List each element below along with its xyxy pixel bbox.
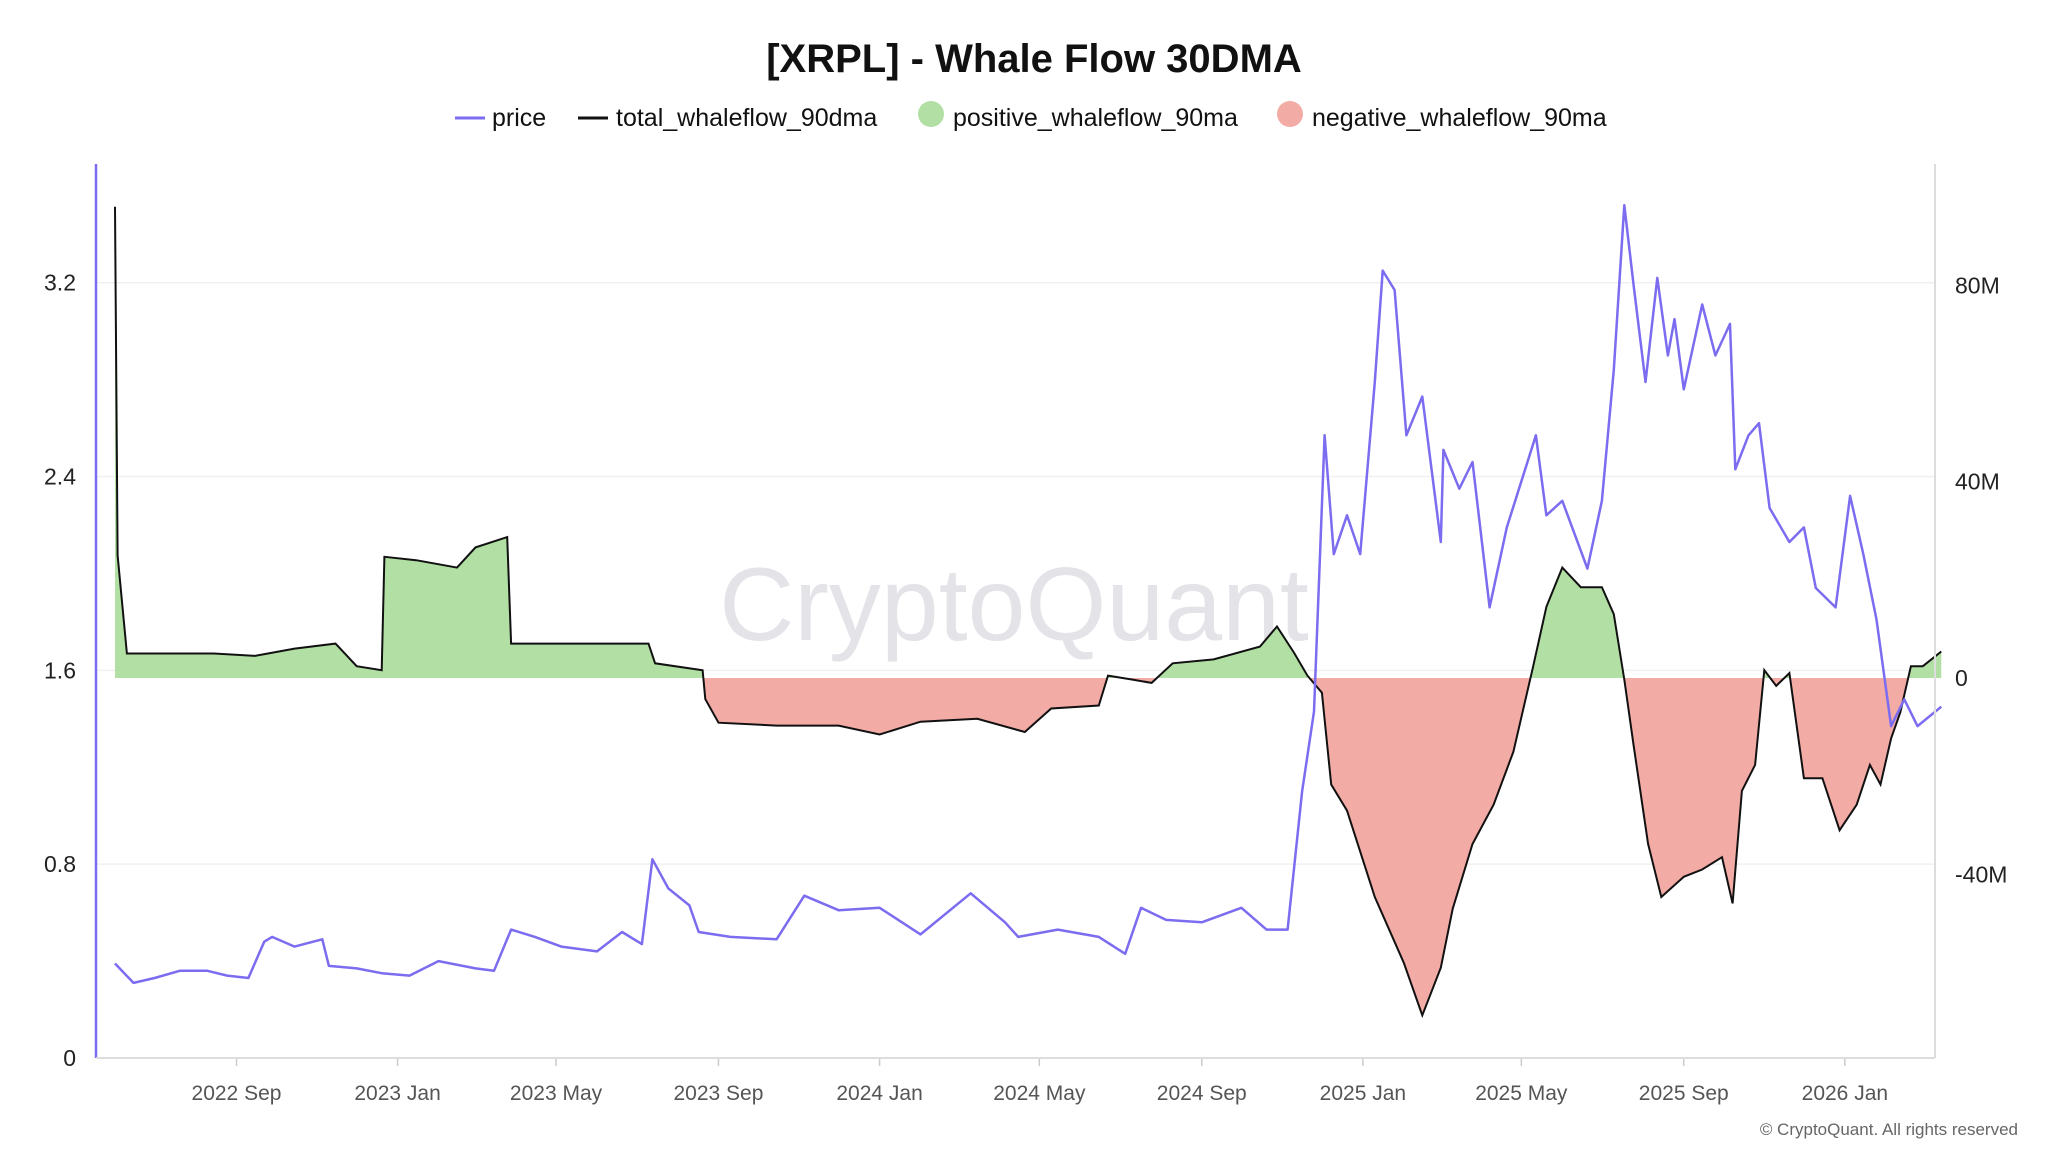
positive-legend-dot-icon <box>918 101 944 127</box>
left-tick-label: 0 <box>63 1045 76 1071</box>
chart-title: [XRPL] - Whale Flow 30DMA <box>766 37 1302 81</box>
x-tick-label: 2024 May <box>993 1082 1086 1105</box>
legend-label-price: price <box>492 104 546 132</box>
x-tick-label: 2025 May <box>1475 1082 1568 1105</box>
x-tick-label: 2023 Jan <box>354 1082 440 1105</box>
right-tick-label: 0 <box>1955 665 1968 691</box>
left-tick-label: 0.8 <box>44 851 76 877</box>
x-tick-label: 2022 Sep <box>192 1082 282 1105</box>
negative-legend-dot-icon <box>1277 101 1303 127</box>
left-tick-label: 3.2 <box>44 270 76 296</box>
series-lines <box>114 203 1943 1019</box>
right-tick-label: 40M <box>1955 469 2000 495</box>
total-whaleflow-line <box>114 206 1942 1019</box>
flow-areas <box>115 206 1942 1016</box>
legend-label-total: total_whaleflow_90dma <box>616 104 877 132</box>
x-tick-label: 2024 Sep <box>1157 1082 1247 1105</box>
legend-item-total[interactable]: total_whaleflow_90dma <box>578 104 877 132</box>
right-tick-label: -40M <box>1955 861 2007 887</box>
left-tick-label: 1.6 <box>44 657 76 683</box>
x-tick-label: 2023 Sep <box>674 1082 764 1105</box>
x-tick-label: 2026 Jan <box>1802 1082 1888 1105</box>
legend-item-negative[interactable]: negative_whaleflow_90ma <box>1277 101 1607 132</box>
legend-label-negative: negative_whaleflow_90ma <box>1312 104 1607 132</box>
legend-item-price[interactable]: price <box>455 104 546 132</box>
watermark: CryptoQuant <box>719 547 1309 663</box>
legend: price total_whaleflow_90dma positive_wha… <box>455 101 1607 132</box>
legend-label-positive: positive_whaleflow_90ma <box>953 104 1238 132</box>
negative-whaleflow-area <box>703 678 1909 1016</box>
left-tick-label: 2.4 <box>44 464 76 490</box>
legend-item-positive[interactable]: positive_whaleflow_90ma <box>918 101 1238 132</box>
right-tick-label: 80M <box>1955 272 2000 298</box>
x-tick-label: 2023 May <box>510 1082 603 1105</box>
axes: 0 0.8 1.6 2.4 3.2 -40M 0 40M 80M 2022 Sep 2023 Jan… <box>44 164 2007 1105</box>
copyright: © CryptoQuant. All rights reserved <box>1760 1120 2018 1139</box>
x-tick-label: 2025 Jan <box>1320 1082 1406 1105</box>
x-tick-label: 2024 Jan <box>836 1082 922 1105</box>
price-line <box>114 203 1943 985</box>
x-tick-label: 2025 Sep <box>1639 1082 1729 1105</box>
